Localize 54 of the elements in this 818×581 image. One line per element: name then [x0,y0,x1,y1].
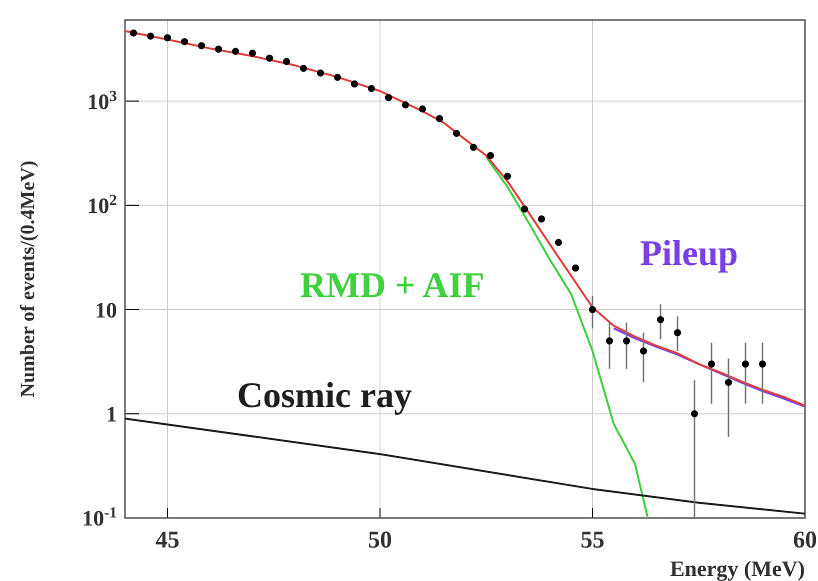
point [520,206,528,213]
point [266,54,274,62]
point [452,130,460,137]
point [436,115,444,122]
point [708,360,716,368]
point [640,347,648,355]
x-tick-label: 55 [580,527,604,554]
point [486,152,494,160]
point [538,215,546,223]
point [554,238,562,246]
point [758,360,766,368]
x-tick-label: 50 [368,527,392,554]
point [606,337,614,344]
y-tick-label: 1 [106,401,117,426]
point [214,46,222,53]
y-axis-title: Number of events/(0.4MeV) [17,160,39,398]
point [656,316,664,324]
point [198,42,206,50]
point [674,329,682,336]
point [350,80,358,88]
point [402,101,410,108]
point [130,29,138,37]
point [588,306,596,314]
point [248,50,256,57]
x-tick-label: 60 [793,527,817,554]
point [164,34,172,42]
y-tick-label: 10$^{3}$ [87,87,118,114]
y-tick-label: 10 [95,297,117,322]
point [282,58,290,66]
point [334,74,342,81]
series-label: Cosmic ray [237,375,412,415]
line-series [612,327,806,408]
point [724,378,732,386]
y-tick-label: 10$^{-1}$ [82,504,117,531]
point [232,48,240,55]
x-tick-label: 45 [156,527,180,554]
y-tick-label: 10$^{2}$ [87,192,118,218]
x-axis-title: Energy (MeV) [670,556,805,581]
point [418,105,426,113]
series-label: RMD + AIF [300,265,484,305]
point [470,144,478,151]
point [384,94,392,102]
point [180,38,188,46]
point [504,172,512,180]
point [742,360,750,368]
point [572,264,580,272]
point [690,410,698,418]
line-series [124,418,806,515]
point [368,84,376,92]
point [622,337,630,344]
series-label: Pileup [640,233,738,273]
point [146,32,154,40]
point [316,69,324,77]
point [300,64,308,72]
